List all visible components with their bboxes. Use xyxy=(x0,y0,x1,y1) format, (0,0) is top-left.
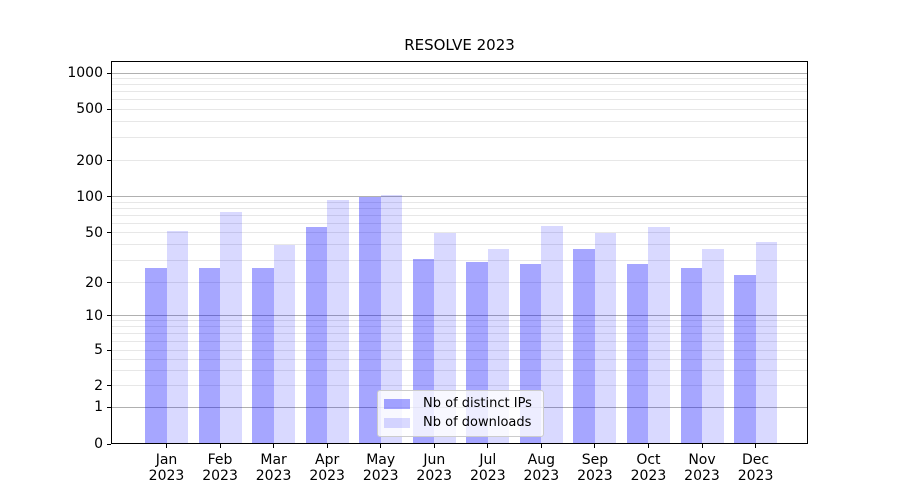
minor-gridline xyxy=(111,332,808,334)
minor-gridline xyxy=(111,385,808,387)
bar-ips-nov xyxy=(680,268,702,444)
x-tick-label: Mar 2023 xyxy=(255,452,292,484)
minor-gridline xyxy=(111,99,808,101)
gridlines-layer xyxy=(111,61,808,444)
minor-gridline xyxy=(111,121,808,123)
y-tick-label: 1 xyxy=(94,399,103,416)
bar-downloads-sep xyxy=(594,232,617,444)
chart-title: RESOLVE 2023 xyxy=(404,36,515,54)
major-gridline xyxy=(111,72,808,74)
x-tick-label: Jun 2023 xyxy=(416,452,453,484)
minor-gridline xyxy=(111,84,808,86)
minor-gridline xyxy=(111,78,808,80)
y-tick-label: 2 xyxy=(94,377,103,394)
y-tick-label: 20 xyxy=(85,274,103,291)
bar-ips-dec xyxy=(734,274,756,444)
minor-gridline xyxy=(111,91,808,93)
x-tick-mark xyxy=(433,444,435,448)
y-tick-label: 5 xyxy=(94,342,103,359)
bar-downloads-feb xyxy=(220,211,242,444)
bar-ips-may xyxy=(359,196,381,444)
x-tick-mark xyxy=(755,444,757,448)
legend: Nb of distinct IPs Nb of downloads xyxy=(377,390,544,437)
x-tick-label: Aug 2023 xyxy=(523,452,560,484)
legend-label-downloads: Nb of downloads xyxy=(423,415,532,430)
x-tick-mark xyxy=(594,444,596,448)
x-tick-mark xyxy=(326,444,328,448)
x-tick-mark xyxy=(166,444,167,448)
minor-gridline xyxy=(111,137,808,139)
x-tick-label: Apr 2023 xyxy=(309,452,345,484)
y-tick-label: 500 xyxy=(76,101,103,118)
legend-item-downloads: Nb of downloads xyxy=(384,416,537,430)
bar-ips-sep xyxy=(573,249,595,444)
y-tick-label: 100 xyxy=(76,188,103,205)
minor-gridline xyxy=(111,320,808,322)
legend-swatch-distinct-ips xyxy=(384,399,410,409)
x-tick-label: Nov 2023 xyxy=(684,452,720,484)
x-tick-label: Feb 2023 xyxy=(202,452,238,484)
minor-gridline xyxy=(111,222,808,224)
minor-gridline xyxy=(111,207,808,209)
minor-gridline xyxy=(111,160,808,162)
x-tick-mark xyxy=(380,444,382,448)
plot-area: Nb of distinct IPs Nb of downloads xyxy=(111,61,808,444)
bar-downloads-dec xyxy=(755,242,778,444)
x-tick-label: Sep 2023 xyxy=(577,452,613,484)
minor-gridline xyxy=(111,201,808,203)
x-tick-label: Oct 2023 xyxy=(630,452,667,484)
bar-downloads-aug xyxy=(541,225,563,444)
minor-gridline xyxy=(111,358,808,360)
x-tick-mark xyxy=(219,444,221,448)
bar-downloads-nov xyxy=(702,249,724,444)
x-tick-label: May 2023 xyxy=(362,452,399,484)
bar-downloads-apr xyxy=(327,200,349,444)
major-gridline xyxy=(111,315,808,316)
bar-ips-oct xyxy=(626,264,649,444)
bar-ips-jan xyxy=(145,268,167,444)
x-tick-mark xyxy=(647,444,649,448)
y-tick-label: 0 xyxy=(94,436,103,452)
x-tick-mark xyxy=(273,444,275,448)
minor-gridline xyxy=(111,259,808,261)
bar-ips-mar xyxy=(252,268,274,444)
minor-gridline xyxy=(111,340,808,342)
minor-gridline xyxy=(111,232,808,234)
minor-gridline xyxy=(111,244,808,246)
bar-downloads-oct xyxy=(648,226,670,444)
bar-ips-feb xyxy=(198,268,221,444)
y-tick-label: 1000 xyxy=(67,65,103,82)
x-tick-mark xyxy=(487,444,489,448)
x-tick-mark xyxy=(540,444,542,448)
minor-gridline xyxy=(111,369,808,371)
bar-downloads-may xyxy=(380,194,403,444)
bar-downloads-jan xyxy=(166,230,188,444)
legend-label-distinct-ips: Nb of distinct IPs xyxy=(423,396,532,411)
x-tick-label: Dec 2023 xyxy=(737,452,774,484)
y-tick-label: 50 xyxy=(85,224,103,241)
minor-gridline xyxy=(111,326,808,328)
bar-ips-apr xyxy=(305,226,328,444)
legend-swatch-downloads xyxy=(384,418,410,428)
y-tick-label: 200 xyxy=(76,152,103,169)
minor-gridline xyxy=(111,214,808,216)
minor-gridline xyxy=(111,108,808,110)
x-tick-label: Jul 2023 xyxy=(469,452,506,484)
legend-item-distinct-ips: Nb of distinct IPs xyxy=(384,397,537,411)
major-gridline xyxy=(111,196,808,198)
y-tick-label: 10 xyxy=(85,307,103,324)
minor-gridline xyxy=(111,349,808,351)
minor-gridline xyxy=(111,282,808,284)
x-tick-mark xyxy=(701,444,703,448)
bar-downloads-mar xyxy=(273,244,296,444)
bars-layer xyxy=(111,61,808,444)
x-tick-label: Jan 2023 xyxy=(148,452,185,484)
